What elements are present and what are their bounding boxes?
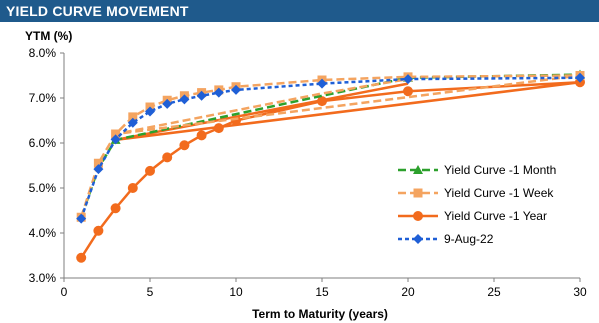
y-tick-label: 4.0% (29, 226, 57, 240)
data-point (127, 117, 138, 128)
data-point (317, 78, 327, 89)
data-point (213, 123, 224, 134)
data-point (179, 94, 190, 105)
data-point (93, 225, 104, 236)
data-point (128, 112, 138, 122)
data-point (93, 158, 103, 168)
data-point (145, 106, 155, 117)
legend-label: 9-Aug-22 (444, 232, 494, 246)
y-tick-label: 7.0% (29, 91, 57, 105)
legend-item: Yield Curve -1 Year (398, 209, 547, 223)
legend-swatch-marker (413, 188, 423, 198)
data-point (162, 152, 173, 163)
legend-item: 9-Aug-22 (398, 232, 494, 246)
x-axis-title: Term to Maturity (years) (252, 307, 388, 321)
data-point (162, 98, 173, 109)
data-point (76, 213, 87, 224)
series-line (80, 74, 582, 218)
data-point (196, 90, 207, 101)
x-tick-label: 0 (61, 285, 68, 299)
data-point (76, 252, 87, 263)
data-point (231, 84, 241, 95)
y-tick-label: 5.0% (29, 181, 57, 195)
data-point (111, 129, 121, 139)
series-line (80, 81, 582, 259)
legend-item: Yield Curve -1 Week (398, 186, 554, 200)
x-tick-label: 15 (315, 285, 329, 299)
data-point (575, 72, 585, 83)
data-point (196, 130, 207, 141)
legend-item: Yield Curve -1 Month (398, 163, 556, 177)
x-tick-label: 10 (229, 285, 243, 299)
data-point (127, 183, 138, 193)
y-axis-title: YTM (%) (25, 29, 72, 43)
data-point (213, 87, 224, 98)
axes: 3.0% 4.0% 5.0% 6.0% 7.0% 8.0% 0 5 10 15 20 25 30 (29, 46, 587, 299)
legend-label: Yield Curve -1 Month (444, 163, 556, 177)
series-9-aug-22 (76, 72, 585, 224)
x-tick-label: 25 (487, 285, 501, 299)
data-point (403, 74, 413, 85)
data-point (317, 96, 327, 107)
series-yield-curve-1-year (76, 77, 585, 263)
data-point (403, 86, 413, 97)
legend-label: Yield Curve -1 Year (444, 209, 547, 223)
series-layer (76, 69, 585, 263)
legend-swatch-marker (413, 234, 423, 244)
y-tick-label: 3.0% (29, 271, 57, 285)
legend-label: Yield Curve -1 Week (444, 186, 554, 200)
data-point (179, 140, 190, 151)
data-point (110, 134, 121, 145)
data-point (93, 164, 104, 175)
x-tick-label: 5 (147, 285, 154, 299)
x-tick-label: 20 (401, 285, 415, 299)
data-point (145, 165, 155, 176)
chart-title: YIELD CURVE MOVEMENT (0, 0, 599, 22)
legend-swatch-marker (413, 165, 423, 174)
legend-swatch-marker (413, 211, 423, 221)
y-tick-label: 8.0% (29, 46, 57, 60)
legend: Yield Curve -1 Month Yield Curve -1 Week Y… (398, 163, 556, 246)
y-tick-label: 6.0% (29, 136, 57, 150)
x-tick-label: 30 (573, 285, 587, 299)
data-point (110, 203, 121, 214)
